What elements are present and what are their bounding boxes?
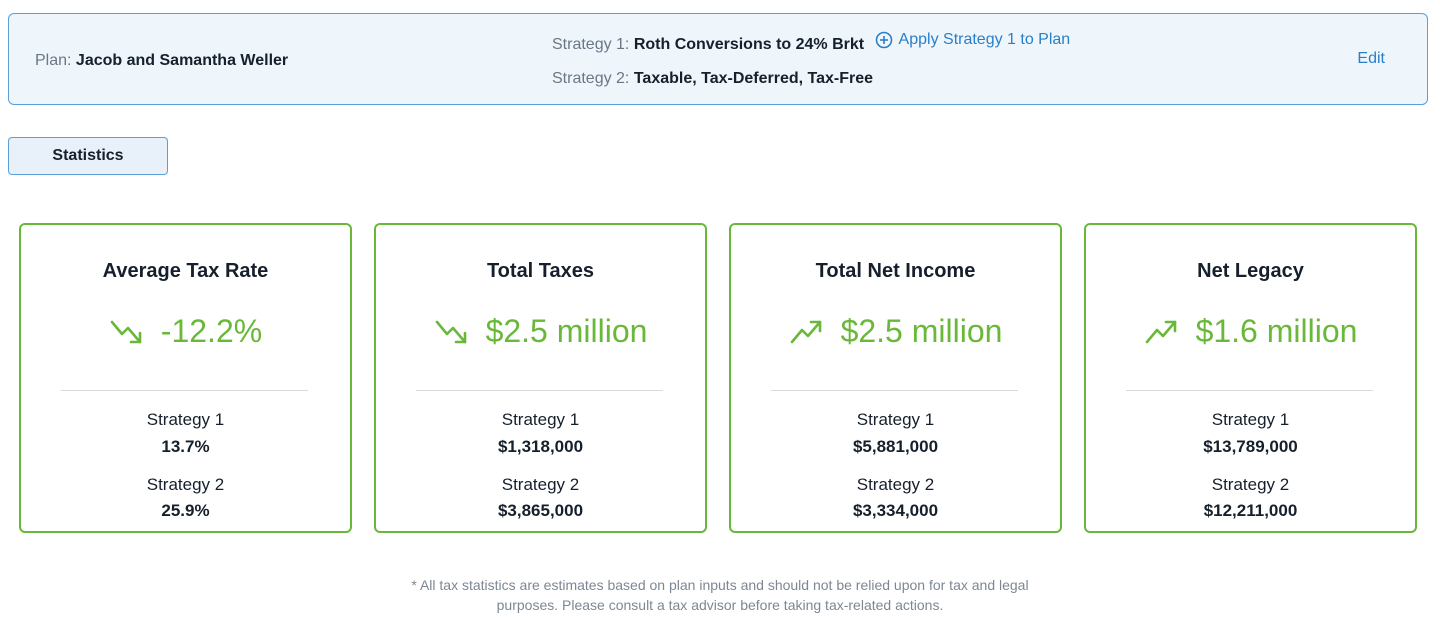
card-headline: $2.5 million [731,313,1060,350]
stat-card-total-net-income: Total Net Income $2.5 million Strategy 1… [729,223,1062,533]
trend-down-icon [435,320,466,343]
divider [771,390,1018,391]
strategy-2-label: Strategy 2 [1211,475,1290,494]
strategy-2-value: 25.9% [161,501,210,520]
strategy-1-label: Strategy 1 [1211,410,1290,429]
strategy-1-name: Roth Conversions to 24% Brkt [633,36,865,53]
card-value: $2.5 million [485,313,648,349]
plan-summary-bar: Plan: Jacob and Samantha Weller Strategy… [8,13,1428,105]
apply-strategy-1-label: Apply Strategy 1 to Plan [898,31,1071,48]
card-headline: -12.2% [21,313,350,350]
strategy-2-value: $3,865,000 [497,501,584,520]
plan-name: Jacob and Samantha Weller [75,52,289,69]
divider [1126,390,1373,391]
stat-card-total-taxes: Total Taxes $2.5 million Strategy 1 $1,3… [374,223,707,533]
strategy-1-label: Strategy 1: [552,36,630,53]
strategy-1-value: $13,789,000 [1203,437,1298,456]
strategy-2-row: Strategy 2: Taxable, Tax-Deferred, Tax-F… [552,70,873,88]
strategy-2-value: $3,334,000 [852,501,939,520]
strategy-1-row: Strategy 1: Roth Conversions to 24% Brkt… [552,31,1070,54]
card-value: $1.6 million [1195,313,1358,349]
plan-name-row: Plan: Jacob and Samantha Weller [35,52,288,70]
divider [416,390,663,391]
tab-statistics[interactable]: Statistics [8,137,168,175]
card-title: Total Taxes [486,260,595,282]
strategy-2-label: Strategy 2 [501,475,580,494]
strategy-2-label: Strategy 2: [552,70,630,87]
tax-disclaimer: * All tax statistics are estimates based… [411,577,1029,613]
strategy-1-value: 13.7% [161,437,210,456]
card-title: Average Tax Rate [102,260,269,282]
trend-down-icon [110,320,142,343]
strategy-2-label: Strategy 2 [146,475,225,494]
card-headline: $2.5 million [376,313,705,350]
divider [61,390,308,391]
strategy-2-value: $12,211,000 [1203,501,1298,520]
plan-label: Plan: [35,52,72,69]
card-title: Net Legacy [1197,260,1304,282]
strategy-2-name: Taxable, Tax-Deferred, Tax-Free [633,70,874,87]
stat-card-net-legacy: Net Legacy $1.6 million Strategy 1 $13,7… [1084,223,1417,533]
strategy-1-value: $1,318,000 [497,437,584,456]
card-value: -12.2% [160,313,263,349]
trend-up-icon [790,320,821,343]
strategy-1-label: Strategy 1 [501,410,580,429]
card-headline: $1.6 million [1086,313,1415,350]
trend-up-icon [1145,320,1176,343]
card-title: Total Net Income [815,260,976,282]
strategy-1-label: Strategy 1 [856,410,935,429]
card-value: $2.5 million [840,313,1003,349]
stat-card-average-tax-rate: Average Tax Rate -12.2% Strategy 1 13.7%… [19,223,352,533]
apply-strategy-1-button[interactable]: Apply Strategy 1 to Plan [875,31,1071,49]
plus-circle-icon [875,31,892,49]
statistics-cards: Average Tax Rate -12.2% Strategy 1 13.7%… [19,223,1417,533]
edit-plan-button[interactable]: Edit [1357,50,1385,67]
strategy-1-label: Strategy 1 [146,410,225,429]
strategy-1-value: $5,881,000 [852,437,939,456]
strategy-2-label: Strategy 2 [856,475,935,494]
